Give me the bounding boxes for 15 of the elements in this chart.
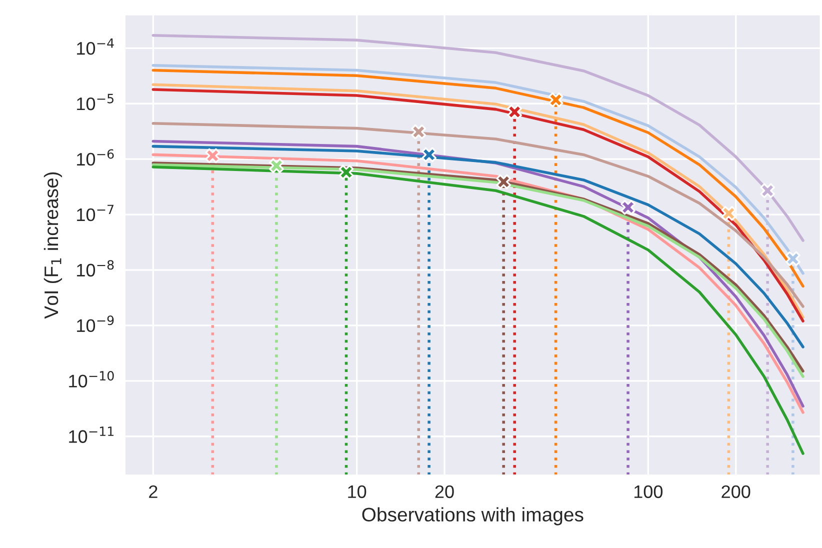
x-axis-title: Observations with images <box>362 507 584 526</box>
x-tick-label: 10 <box>348 485 366 498</box>
y-tick-label: 10$^{−11}$ <box>69 426 114 443</box>
y-tick-label: 10$^{−4}$ <box>77 38 114 55</box>
x-tick-label: 20 <box>435 485 454 498</box>
y-tick-label: 10$^{−7}$ <box>77 204 114 222</box>
x-tick-label: 200 <box>722 485 750 498</box>
y-tick-label: 10$^{−9}$ <box>77 316 114 332</box>
y-tick-label: 10$^{−6}$ <box>77 149 114 166</box>
y-tick-label: 10$^{−8}$ <box>77 260 114 277</box>
x-tick-label: 2 <box>149 485 158 498</box>
y-axis-title: VoI (F$_{1}$ increase) <box>44 172 62 319</box>
y-tick-label: 10$^{−10}$ <box>69 371 114 388</box>
y-tick-label: 10$^{−5}$ <box>77 94 114 110</box>
x-tick-label: 100 <box>634 485 663 498</box>
